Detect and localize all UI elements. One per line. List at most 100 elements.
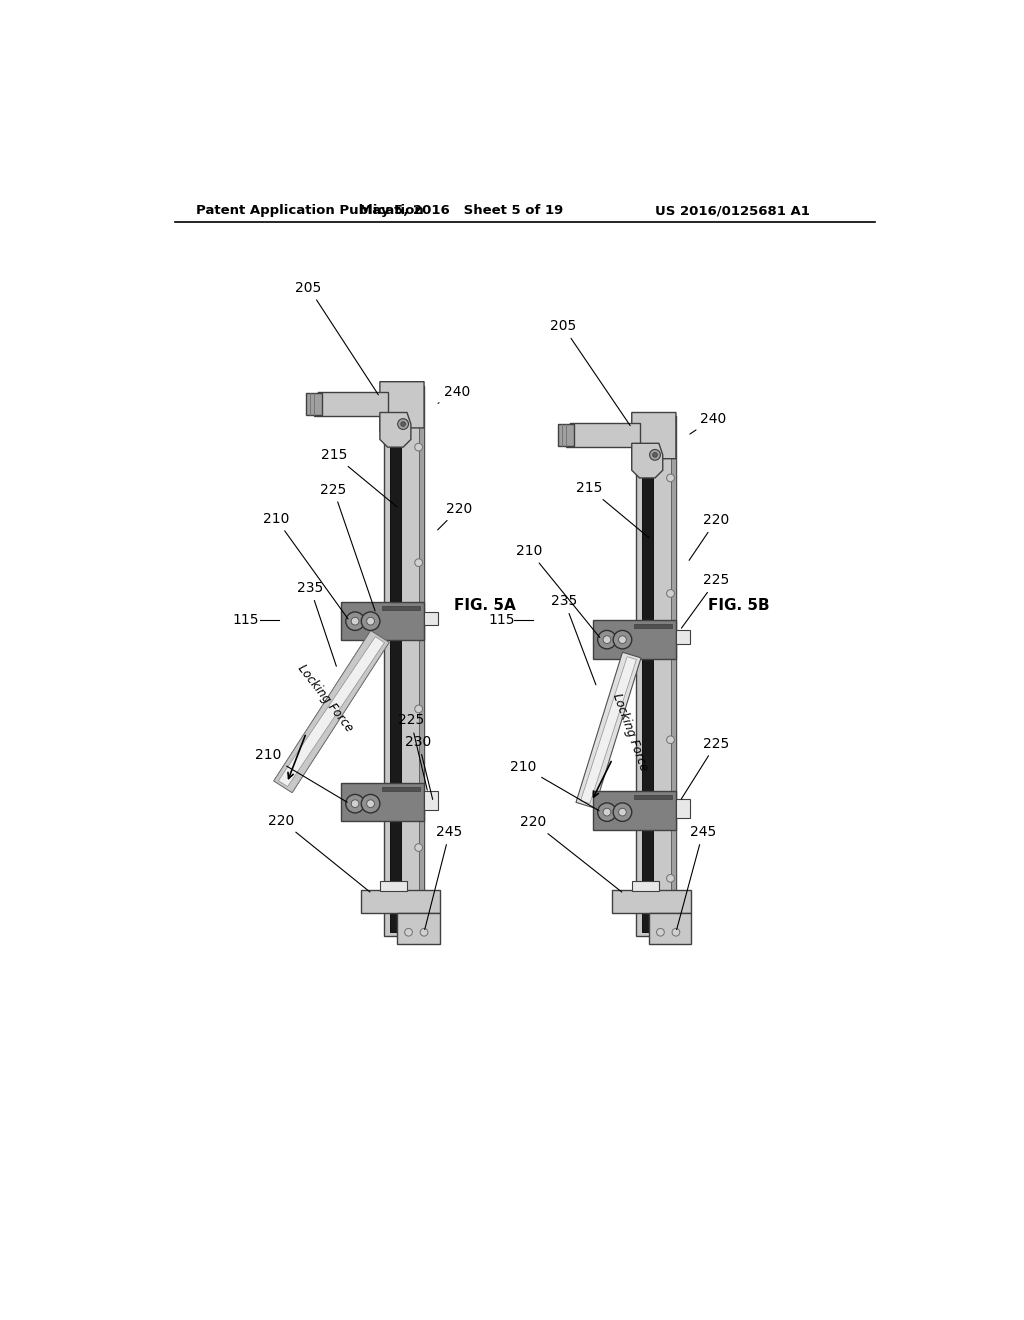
Circle shape	[603, 808, 611, 816]
Text: 215: 215	[575, 480, 649, 537]
Text: 245: 245	[677, 825, 716, 929]
Polygon shape	[424, 612, 438, 626]
Polygon shape	[397, 913, 439, 944]
Text: 205: 205	[296, 281, 378, 395]
Polygon shape	[676, 799, 690, 818]
Circle shape	[667, 874, 675, 882]
Circle shape	[351, 618, 359, 626]
Circle shape	[598, 803, 616, 821]
Circle shape	[415, 843, 423, 851]
Text: 220: 220	[689, 513, 729, 561]
Circle shape	[649, 450, 660, 461]
Polygon shape	[380, 412, 411, 447]
Polygon shape	[420, 389, 424, 932]
Text: 240: 240	[690, 412, 726, 434]
Circle shape	[400, 422, 406, 426]
Polygon shape	[306, 393, 322, 414]
Text: Patent Application Publication: Patent Application Publication	[197, 205, 424, 218]
Polygon shape	[612, 890, 691, 913]
Polygon shape	[593, 620, 676, 659]
Text: 225: 225	[681, 573, 729, 628]
Polygon shape	[424, 791, 438, 810]
Polygon shape	[384, 385, 424, 936]
Circle shape	[361, 795, 380, 813]
Polygon shape	[649, 913, 691, 944]
Circle shape	[618, 808, 627, 816]
Text: 220: 220	[520, 816, 622, 892]
Polygon shape	[273, 631, 389, 792]
Circle shape	[420, 928, 428, 936]
Text: 230: 230	[406, 735, 433, 800]
Circle shape	[672, 928, 680, 936]
Text: 210: 210	[510, 760, 599, 810]
Polygon shape	[380, 880, 407, 891]
Circle shape	[618, 636, 627, 644]
Text: 210: 210	[255, 748, 347, 803]
Text: 220: 220	[268, 813, 370, 892]
Polygon shape	[341, 602, 424, 640]
Circle shape	[404, 928, 413, 936]
Polygon shape	[632, 444, 663, 478]
Polygon shape	[632, 412, 676, 462]
Polygon shape	[593, 792, 676, 830]
Polygon shape	[581, 657, 636, 804]
Text: 225: 225	[681, 737, 729, 799]
Circle shape	[346, 795, 365, 813]
Polygon shape	[558, 424, 573, 446]
Polygon shape	[672, 420, 676, 932]
Circle shape	[667, 474, 675, 482]
Text: 225: 225	[397, 714, 427, 791]
Circle shape	[397, 418, 409, 429]
Circle shape	[361, 612, 380, 631]
Circle shape	[598, 631, 616, 649]
Text: Locking Force: Locking Force	[610, 692, 650, 772]
Circle shape	[667, 590, 675, 597]
Circle shape	[415, 705, 423, 713]
Circle shape	[351, 800, 359, 808]
Polygon shape	[642, 424, 652, 932]
Circle shape	[656, 928, 665, 936]
Text: 235: 235	[297, 581, 336, 667]
Text: FIG. 5B: FIG. 5B	[708, 598, 769, 612]
Polygon shape	[632, 880, 658, 891]
Polygon shape	[380, 381, 424, 432]
Polygon shape	[390, 393, 400, 932]
Polygon shape	[341, 783, 424, 821]
Polygon shape	[382, 787, 420, 791]
Text: 210: 210	[516, 544, 600, 638]
Polygon shape	[676, 631, 690, 644]
Circle shape	[652, 453, 657, 457]
Text: US 2016/0125681 A1: US 2016/0125681 A1	[655, 205, 810, 218]
Circle shape	[613, 803, 632, 821]
Polygon shape	[273, 631, 389, 792]
Text: 205: 205	[550, 319, 630, 425]
Text: 245: 245	[425, 825, 463, 929]
Text: 225: 225	[321, 483, 375, 611]
Text: 235: 235	[551, 594, 596, 685]
Text: 115: 115	[488, 614, 515, 627]
Polygon shape	[382, 606, 420, 610]
Polygon shape	[636, 416, 676, 936]
Polygon shape	[314, 392, 388, 416]
Text: 115: 115	[232, 614, 259, 627]
Text: Locking Force: Locking Force	[295, 663, 356, 734]
Text: 215: 215	[321, 447, 397, 507]
Circle shape	[367, 800, 375, 808]
Circle shape	[415, 558, 423, 566]
Circle shape	[667, 737, 675, 743]
Circle shape	[613, 631, 632, 649]
Circle shape	[346, 612, 365, 631]
Polygon shape	[634, 795, 672, 799]
Polygon shape	[360, 890, 439, 913]
Polygon shape	[279, 636, 384, 787]
Circle shape	[367, 618, 375, 626]
Polygon shape	[634, 624, 672, 628]
Polygon shape	[575, 652, 641, 808]
Text: FIG. 5A: FIG. 5A	[454, 598, 515, 612]
Circle shape	[603, 636, 611, 644]
Text: 240: 240	[438, 384, 470, 404]
Text: May 5, 2016   Sheet 5 of 19: May 5, 2016 Sheet 5 of 19	[359, 205, 563, 218]
Polygon shape	[566, 422, 640, 447]
Circle shape	[415, 444, 423, 451]
Text: 220: 220	[437, 502, 472, 529]
